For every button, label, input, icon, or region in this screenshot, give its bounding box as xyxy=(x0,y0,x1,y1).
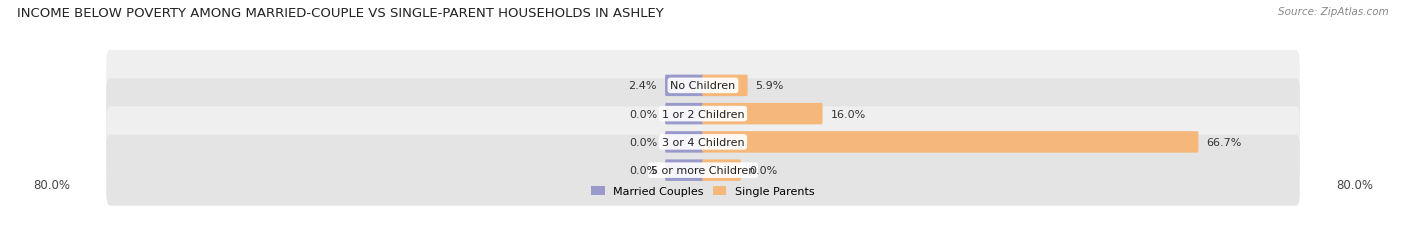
FancyBboxPatch shape xyxy=(702,75,748,97)
FancyBboxPatch shape xyxy=(702,103,823,125)
Text: 0.0%: 0.0% xyxy=(628,137,657,147)
FancyBboxPatch shape xyxy=(665,160,704,181)
FancyBboxPatch shape xyxy=(665,132,704,153)
FancyBboxPatch shape xyxy=(665,75,704,97)
Text: 80.0%: 80.0% xyxy=(32,178,70,191)
Legend: Married Couples, Single Parents: Married Couples, Single Parents xyxy=(592,186,814,196)
Text: INCOME BELOW POVERTY AMONG MARRIED-COUPLE VS SINGLE-PARENT HOUSEHOLDS IN ASHLEY: INCOME BELOW POVERTY AMONG MARRIED-COUPL… xyxy=(17,7,664,20)
FancyBboxPatch shape xyxy=(107,51,1299,121)
Text: 5 or more Children: 5 or more Children xyxy=(651,165,755,175)
Text: 5.9%: 5.9% xyxy=(755,81,785,91)
Text: 16.0%: 16.0% xyxy=(831,109,866,119)
FancyBboxPatch shape xyxy=(107,79,1299,149)
Text: 80.0%: 80.0% xyxy=(1336,178,1374,191)
Text: 0.0%: 0.0% xyxy=(749,165,778,175)
FancyBboxPatch shape xyxy=(107,107,1299,178)
FancyBboxPatch shape xyxy=(107,135,1299,206)
FancyBboxPatch shape xyxy=(665,103,704,125)
Text: 2.4%: 2.4% xyxy=(628,81,657,91)
Text: 0.0%: 0.0% xyxy=(628,165,657,175)
Text: No Children: No Children xyxy=(671,81,735,91)
Text: 3 or 4 Children: 3 or 4 Children xyxy=(662,137,744,147)
Text: 66.7%: 66.7% xyxy=(1206,137,1241,147)
Text: 0.0%: 0.0% xyxy=(628,109,657,119)
FancyBboxPatch shape xyxy=(702,132,1198,153)
Text: Source: ZipAtlas.com: Source: ZipAtlas.com xyxy=(1278,7,1389,17)
Text: 1 or 2 Children: 1 or 2 Children xyxy=(662,109,744,119)
FancyBboxPatch shape xyxy=(702,160,741,181)
